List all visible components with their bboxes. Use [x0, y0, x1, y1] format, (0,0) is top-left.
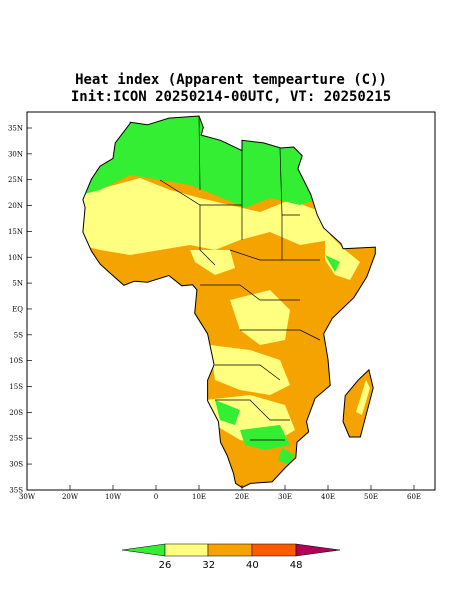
colorbar-labels: 26 32 40 48: [159, 560, 303, 571]
lon-label: 60E: [407, 493, 421, 501]
lat-label: 15N: [8, 228, 23, 236]
lon-label: 0: [154, 493, 158, 501]
lat-label: 30S: [9, 461, 23, 469]
lat-label: 35S: [9, 486, 23, 494]
lat-label: 5N: [12, 280, 23, 288]
lat-label: 25N: [8, 176, 23, 184]
title-line-1: Heat index (Apparent tempearture (C)): [75, 72, 387, 88]
colorbar-bin: [164, 543, 209, 557]
colorbar-bin: [251, 543, 297, 557]
colorbar-low: [121, 543, 166, 557]
lon-label: 20E: [235, 493, 249, 501]
lat-label: 35N: [8, 125, 23, 133]
colorbar-label: 32: [202, 560, 215, 571]
colorbar-label: 40: [246, 560, 259, 571]
lon-label: 50E: [364, 493, 378, 501]
lat-label: EQ: [12, 305, 23, 313]
madagascar-field: [356, 380, 370, 415]
lon-label: 20W: [62, 493, 79, 501]
lon-labels: 30W 20W 10W 0 10E 20E 30E 40E 50E 60E: [19, 485, 421, 501]
lon-label: 30W: [19, 493, 36, 501]
lat-label: 20N: [8, 202, 23, 210]
coastline: [82, 115, 376, 489]
lat-label: 10N: [8, 254, 23, 262]
lat-label: 30N: [8, 150, 23, 158]
colorbar-high: [295, 543, 341, 557]
borders: [159, 115, 321, 441]
title-line-2: Init:ICON 20250214-00UTC, VT: 20250215: [71, 89, 391, 105]
lat-label: 10S: [9, 357, 23, 365]
lon-label: 10E: [192, 493, 206, 501]
colorbar-label: 48: [290, 560, 303, 571]
colorbar-bin: [207, 543, 253, 557]
lon-label: 30E: [278, 493, 292, 501]
lon-label: 10W: [105, 493, 122, 501]
lat-label: 5S: [14, 331, 23, 339]
lat-label: 25S: [9, 435, 23, 443]
colorbar: [121, 543, 341, 557]
lat-label: 20S: [9, 409, 23, 417]
lat-labels: 35N 30N 25N 20N 15N 10N 5N EQ 5S 10S 15S 20S 25S 30S 3…: [8, 125, 32, 494]
lon-label: 40E: [321, 493, 335, 501]
lat-label: 15S: [9, 383, 23, 391]
colorbar-label: 26: [159, 560, 172, 571]
